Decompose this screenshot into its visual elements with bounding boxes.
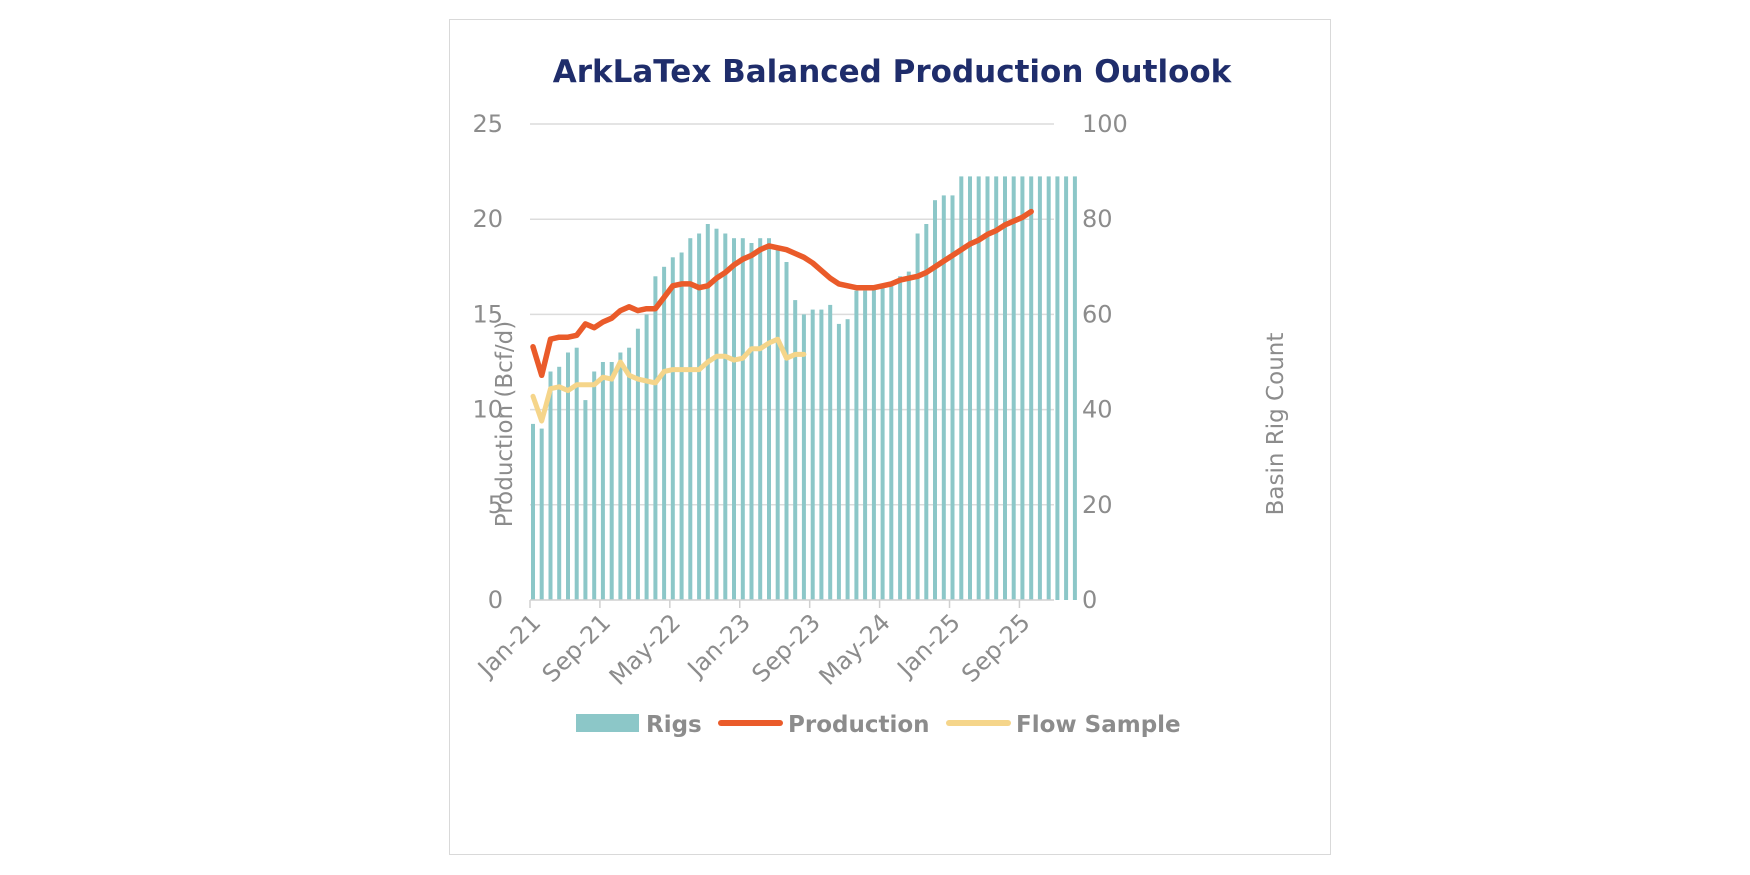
rig-bar xyxy=(1011,176,1016,600)
rig-bar xyxy=(600,362,605,600)
rig-bar xyxy=(723,233,728,600)
rig-bar xyxy=(583,400,588,600)
rig-bar xyxy=(985,176,990,600)
rig-bar xyxy=(1055,176,1060,600)
production-line xyxy=(530,208,1034,379)
y2-tick-label: 60 xyxy=(1082,300,1113,328)
rig-bar xyxy=(618,352,623,600)
rig-bar xyxy=(714,228,719,600)
chart-svg: ArkLaTex Balanced Production Outlook 0 5 1… xyxy=(471,54,1289,738)
rig-bar xyxy=(854,290,859,600)
rig-bar xyxy=(531,423,535,600)
rig-bar xyxy=(705,224,710,600)
rig-bar xyxy=(836,323,841,600)
rig-bar xyxy=(968,176,972,600)
rig-bar xyxy=(1037,176,1042,600)
rig-bar xyxy=(871,285,876,600)
rig-bar xyxy=(1046,176,1051,600)
y-axis-title: Production (Bcf/d) xyxy=(492,321,518,528)
rig-bar xyxy=(889,285,894,600)
x-tick-label: Sep-25 xyxy=(956,608,1036,688)
y2-tick-label: 0 xyxy=(1082,586,1097,614)
rig-bar xyxy=(566,352,570,600)
rig-bar xyxy=(950,195,955,600)
y2-tick-label: 100 xyxy=(1082,110,1128,138)
chart-frame: ArkLaTex Balanced Production Outlook 0 5 1… xyxy=(449,19,1331,855)
rig-bar xyxy=(679,252,684,600)
rig-bar xyxy=(933,200,937,600)
x-tick-label: Sep-21 xyxy=(537,608,617,688)
rig-bar xyxy=(697,233,702,600)
rig-bar xyxy=(1064,176,1069,600)
rig-bar xyxy=(592,371,597,600)
rig-bar xyxy=(688,238,693,600)
rig-bar xyxy=(670,257,675,600)
rig-bar xyxy=(793,300,798,600)
gridlines xyxy=(530,123,1054,506)
rig-bar xyxy=(959,176,964,600)
rig-bar xyxy=(1003,176,1007,600)
chart-title: ArkLaTex Balanced Production Outlook xyxy=(553,54,1233,90)
y-tick-label: 15 xyxy=(472,300,503,328)
rig-bar xyxy=(767,238,771,600)
rig-bar xyxy=(609,362,614,600)
y-tick-label: 25 xyxy=(472,110,503,138)
rig-bar xyxy=(906,271,911,600)
line-series xyxy=(530,208,1034,424)
y2-tick-label: 40 xyxy=(1082,396,1113,424)
legend: Rigs Production Flow Sample xyxy=(576,712,1181,738)
rig-bar xyxy=(574,347,579,600)
rig-bar xyxy=(1072,176,1077,600)
rig-bar xyxy=(758,238,763,600)
rig-bars xyxy=(531,176,1077,601)
rig-bar xyxy=(898,276,903,600)
rig-bar xyxy=(941,195,946,600)
rig-bar xyxy=(653,276,658,600)
rig-bar xyxy=(863,290,868,600)
rig-bar xyxy=(784,262,789,600)
rig-bar xyxy=(627,347,632,600)
rig-bar xyxy=(819,309,824,600)
legend-production-label: Production xyxy=(788,712,930,738)
rig-bar xyxy=(732,238,736,600)
x-tick-label: Jan-23 xyxy=(681,608,756,683)
rig-bar xyxy=(740,238,745,600)
rig-bar xyxy=(644,314,649,600)
legend-flow-sample-label: Flow Sample xyxy=(1016,712,1181,738)
x-tick-label: Sep-23 xyxy=(746,608,826,688)
x-tick-label: Jan-25 xyxy=(891,608,966,683)
x-tick-label: Jan-21 xyxy=(471,608,546,683)
rig-bar xyxy=(749,243,754,600)
legend-rigs-swatch xyxy=(576,714,639,732)
rig-bar xyxy=(880,285,885,600)
rig-bar xyxy=(915,233,920,600)
y-tick-label: 5 xyxy=(488,491,503,519)
rig-bar xyxy=(548,371,553,600)
rig-bar xyxy=(845,319,850,600)
x-tick-label: May-24 xyxy=(814,608,896,690)
x-tick-label: May-22 xyxy=(604,608,686,690)
rig-bar xyxy=(828,304,833,600)
rig-bar xyxy=(557,366,562,600)
flow-sample-line xyxy=(530,336,807,424)
rig-bar xyxy=(1020,176,1025,600)
y2-tick-label: 80 xyxy=(1082,205,1113,233)
legend-rigs-label: Rigs xyxy=(646,712,702,738)
rig-bar xyxy=(994,176,999,600)
y-tick-label: 10 xyxy=(472,396,503,424)
rig-bar xyxy=(801,314,806,600)
rig-bar xyxy=(810,309,815,600)
rig-bar xyxy=(976,176,981,600)
y-tick-label: 20 xyxy=(472,205,503,233)
y2-axis-title: Basin Rig Count xyxy=(1263,333,1289,516)
y2-tick-label: 20 xyxy=(1082,491,1113,519)
rig-bar xyxy=(539,428,544,600)
rig-bar xyxy=(635,328,640,600)
rig-bar xyxy=(1029,176,1034,600)
rig-bar xyxy=(775,247,780,601)
rig-bar xyxy=(662,266,667,600)
y-tick-label: 0 xyxy=(488,586,503,614)
rig-bar xyxy=(924,224,929,600)
